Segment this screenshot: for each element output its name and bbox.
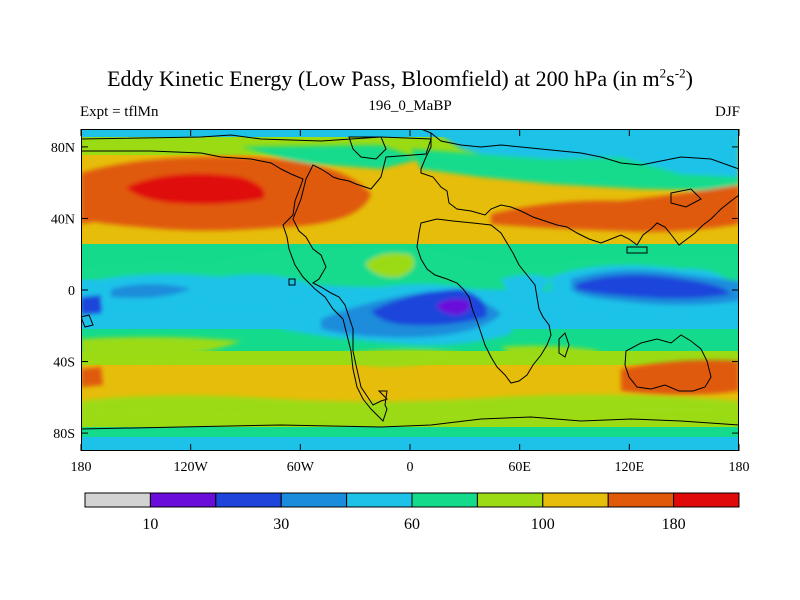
eke-map <box>81 129 739 451</box>
y-tick-label: 0 <box>68 284 75 299</box>
colorbar-label: 10 <box>142 516 158 533</box>
colorbar-swatch <box>607 492 675 508</box>
colorbar-swatch <box>346 492 413 508</box>
colorbar-swatch <box>215 492 282 508</box>
x-tick-label: 60W <box>287 460 315 475</box>
colorbar-swatch <box>673 492 740 508</box>
colorbar-swatch <box>542 492 609 508</box>
x-tick-label: 120W <box>174 460 209 475</box>
plot-title: Eddy Kinetic Energy (Low Pass, Bloomfiel… <box>107 65 693 91</box>
colorbar-label: 100 <box>531 516 555 533</box>
colorbar-swatch <box>476 492 544 508</box>
y-tick-label: 40S <box>53 356 75 371</box>
y-tick-label: 40N <box>51 212 75 227</box>
x-tick-label: 180 <box>729 460 750 475</box>
colorbar-swatch <box>149 492 217 508</box>
colorbar-swatch <box>280 492 348 508</box>
colorbar-label: 180 <box>662 516 686 533</box>
x-tick-label: 180 <box>71 460 92 475</box>
y-tick-label: 80N <box>51 141 75 156</box>
run-id-label: 196_0_MaBP <box>368 98 452 114</box>
colorbar-swatch <box>411 492 478 508</box>
x-tick-label: 60E <box>508 460 531 475</box>
colorbar-label: 30 <box>273 516 289 533</box>
colorbar: 10 30 60 100 180 <box>84 492 740 542</box>
y-tick-label: 80S <box>53 427 75 442</box>
x-tick-label: 120E <box>615 460 645 475</box>
x-tick-label: 0 <box>407 460 414 475</box>
season-label: DJF <box>714 104 740 120</box>
experiment-label: Expt = tflMn <box>80 104 159 120</box>
colorbar-label: 60 <box>404 516 420 533</box>
colorbar-swatch <box>84 492 151 508</box>
